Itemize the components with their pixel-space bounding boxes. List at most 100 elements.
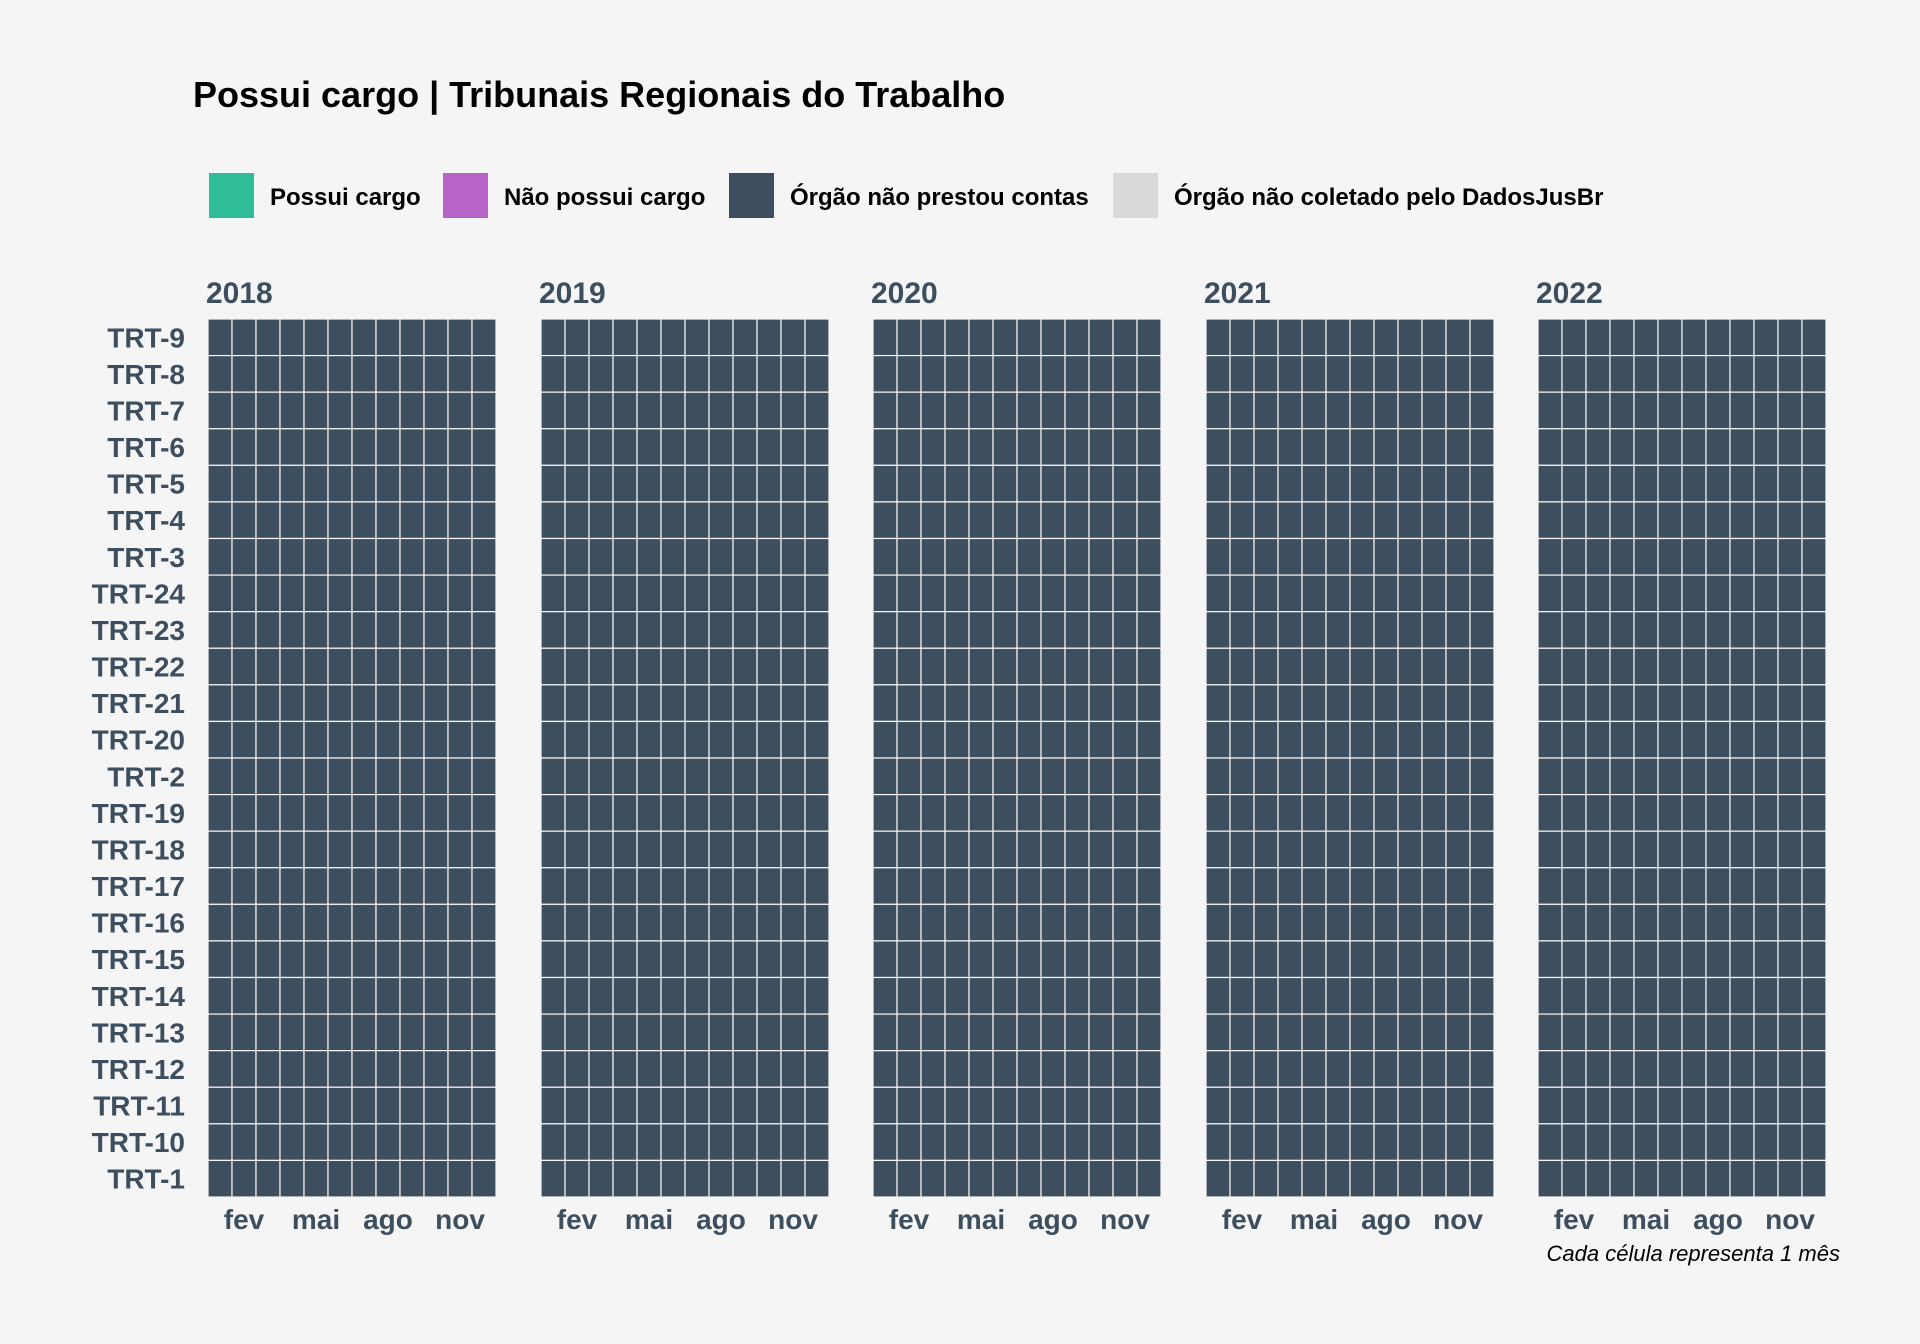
cell-trt-10-2022-8 xyxy=(1705,1123,1731,1162)
cell-trt-18-2019-7 xyxy=(684,830,710,869)
cell-trt-4-2021-11 xyxy=(1445,501,1471,540)
cell-trt-12-2020-2 xyxy=(896,1050,922,1088)
cell-trt-20-2022-3 xyxy=(1585,720,1611,759)
cell-trt-7-2020-3 xyxy=(920,391,946,430)
cell-trt-6-2021-7 xyxy=(1349,428,1375,466)
legend-label-nao_prestou: Órgão não prestou contas xyxy=(790,183,1089,211)
cell-trt-8-2020-10 xyxy=(1088,354,1114,393)
cell-trt-18-2019-2 xyxy=(564,830,590,869)
cell-trt-16-2018-12 xyxy=(471,903,497,942)
cell-trt-20-2021-11 xyxy=(1445,720,1471,759)
cell-trt-9-2018-1 xyxy=(207,318,233,357)
cell-trt-5-2020-9 xyxy=(1064,464,1090,503)
cell-trt-2-2021-11 xyxy=(1445,757,1471,796)
cell-trt-15-2020-2 xyxy=(896,940,922,979)
cell-trt-23-2022-7 xyxy=(1681,611,1707,649)
cell-trt-18-2020-4 xyxy=(944,830,970,869)
cell-trt-10-2019-9 xyxy=(732,1123,758,1162)
cell-trt-3-2018-4 xyxy=(279,537,305,576)
cell-trt-8-2018-7 xyxy=(351,354,377,393)
cell-trt-7-2021-9 xyxy=(1397,391,1423,430)
cell-trt-17-2021-4 xyxy=(1277,867,1303,905)
cell-trt-12-2022-3 xyxy=(1585,1050,1611,1088)
cell-trt-3-2020-6 xyxy=(992,537,1018,576)
cell-trt-19-2018-11 xyxy=(447,793,473,832)
cell-trt-13-2019-8 xyxy=(708,1013,734,1052)
cell-trt-2-2022-2 xyxy=(1561,757,1587,796)
cell-trt-3-2020-2 xyxy=(896,537,922,576)
cell-trt-7-2021-8 xyxy=(1373,391,1399,430)
cell-trt-8-2020-6 xyxy=(992,354,1018,393)
cell-trt-14-2019-3 xyxy=(588,976,614,1015)
cell-trt-15-2018-5 xyxy=(303,940,329,979)
cell-trt-5-2022-1 xyxy=(1537,464,1563,503)
cell-trt-16-2018-6 xyxy=(327,903,353,942)
cell-trt-1-2019-8 xyxy=(708,1159,734,1198)
cell-trt-14-2020-1 xyxy=(872,976,898,1015)
cell-trt-16-2020-3 xyxy=(920,903,946,942)
cell-trt-19-2019-11 xyxy=(780,793,806,832)
cell-trt-13-2020-12 xyxy=(1136,1013,1162,1052)
cell-trt-8-2018-3 xyxy=(255,354,281,393)
cell-trt-2-2022-7 xyxy=(1681,757,1707,796)
cell-trt-1-2019-7 xyxy=(684,1159,710,1198)
cell-trt-20-2018-11 xyxy=(447,720,473,759)
cell-trt-22-2022-10 xyxy=(1753,647,1779,686)
cell-trt-7-2020-4 xyxy=(944,391,970,430)
cell-trt-20-2021-6 xyxy=(1325,720,1351,759)
cell-trt-8-2020-5 xyxy=(968,354,994,393)
cell-trt-1-2021-6 xyxy=(1325,1159,1351,1198)
facet-label: 2019 xyxy=(539,277,606,310)
cell-trt-20-2020-9 xyxy=(1064,720,1090,759)
cell-trt-23-2018-11 xyxy=(447,611,473,649)
cell-trt-9-2020-1 xyxy=(872,318,898,357)
cell-trt-3-2018-6 xyxy=(327,537,353,576)
cell-trt-14-2022-4 xyxy=(1609,976,1635,1015)
cell-trt-15-2022-12 xyxy=(1801,940,1827,979)
cell-trt-14-2021-10 xyxy=(1421,976,1447,1015)
cell-trt-6-2020-4 xyxy=(944,428,970,466)
cell-trt-13-2018-9 xyxy=(399,1013,425,1052)
x-tick-label: nov xyxy=(768,1204,818,1235)
cell-trt-1-2018-10 xyxy=(423,1159,449,1198)
cell-trt-14-2022-8 xyxy=(1705,976,1731,1015)
cell-trt-18-2020-6 xyxy=(992,830,1018,869)
cell-trt-8-2019-12 xyxy=(804,354,830,393)
cell-trt-5-2022-4 xyxy=(1609,464,1635,503)
cell-trt-22-2022-4 xyxy=(1609,647,1635,686)
cell-trt-8-2022-10 xyxy=(1753,354,1779,393)
x-tick-label: ago xyxy=(1361,1204,1411,1235)
cell-trt-8-2022-3 xyxy=(1585,354,1611,393)
cell-trt-3-2019-5 xyxy=(636,537,662,576)
cell-trt-21-2022-8 xyxy=(1705,684,1731,723)
cell-trt-24-2020-5 xyxy=(968,574,994,613)
cell-trt-6-2020-12 xyxy=(1136,428,1162,466)
cell-trt-5-2020-2 xyxy=(896,464,922,503)
cell-trt-24-2018-5 xyxy=(303,574,329,613)
cell-trt-18-2020-12 xyxy=(1136,830,1162,869)
cell-trt-24-2022-9 xyxy=(1729,574,1755,613)
cell-trt-9-2019-9 xyxy=(732,318,758,357)
cell-trt-11-2018-3 xyxy=(255,1086,281,1125)
cell-trt-22-2022-1 xyxy=(1537,647,1563,686)
cell-trt-2-2021-2 xyxy=(1229,757,1255,796)
cell-trt-5-2020-5 xyxy=(968,464,994,503)
cell-trt-6-2021-5 xyxy=(1301,428,1327,466)
cell-trt-23-2020-12 xyxy=(1136,611,1162,649)
cell-trt-14-2021-11 xyxy=(1445,976,1471,1015)
cell-trt-3-2020-10 xyxy=(1088,537,1114,576)
cell-trt-9-2022-2 xyxy=(1561,318,1587,357)
cell-trt-11-2021-10 xyxy=(1421,1086,1447,1125)
cell-trt-8-2020-3 xyxy=(920,354,946,393)
cell-trt-8-2018-10 xyxy=(423,354,449,393)
cell-trt-24-2020-4 xyxy=(944,574,970,613)
cell-trt-14-2019-11 xyxy=(780,976,806,1015)
cell-trt-23-2020-11 xyxy=(1112,611,1138,649)
cell-trt-6-2022-11 xyxy=(1777,428,1803,466)
cell-trt-13-2019-1 xyxy=(540,1013,566,1052)
cell-trt-9-2018-7 xyxy=(351,318,377,357)
cell-trt-5-2018-9 xyxy=(399,464,425,503)
cell-trt-9-2019-2 xyxy=(564,318,590,357)
